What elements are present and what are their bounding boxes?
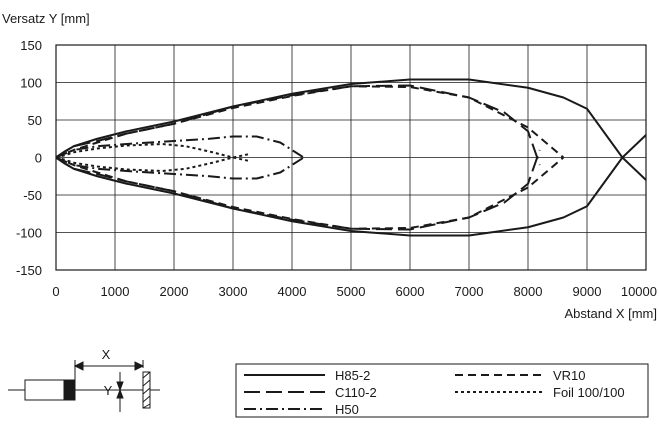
y-tick-label: 100: [20, 76, 42, 91]
y-tick-label: -50: [23, 188, 42, 203]
x-tick-label: 8000: [514, 284, 543, 299]
series-line-c110-2-lower: [55, 149, 541, 231]
diagram-y-label: Y: [104, 383, 113, 398]
x-tick-label: 5000: [337, 284, 366, 299]
legend-label: Foil 100/100: [553, 385, 625, 400]
x-arrow-right: [134, 361, 145, 371]
y-tick-label: -100: [16, 226, 42, 241]
x-arrow-left: [73, 361, 84, 371]
y-arrow-down: [116, 388, 124, 399]
legend-label: H50: [335, 402, 359, 417]
series-line-h85-2-upper: [55, 78, 647, 181]
diagram-x-label: X: [102, 347, 111, 362]
grid: [55, 44, 647, 271]
legend-label: H85-2: [335, 368, 370, 383]
x-tick-label: 0: [52, 284, 59, 299]
x-tick-label: 3000: [219, 284, 248, 299]
y-arrow-up: [116, 381, 124, 392]
legend: H85-2 C110-2 H50 VR10 Foil 100/100: [235, 363, 649, 418]
sensor-lens: [63, 379, 76, 401]
series-line-foil-100-100-upper: [55, 143, 251, 163]
x-tick-label: 2000: [160, 284, 189, 299]
x-tick-label: 4000: [278, 284, 307, 299]
y-tick-label: -150: [16, 263, 42, 278]
series-line-h85-2-lower: [55, 134, 647, 237]
series-line-foil-100-100-lower: [55, 152, 251, 172]
reflector-hatch: [142, 371, 151, 409]
series-line-vr10-upper: [55, 85, 565, 159]
y-tick-label: 50: [28, 113, 42, 128]
x-tick-label: 9000: [573, 284, 602, 299]
series-line-c110-2-upper: [55, 84, 541, 166]
legend-label: VR10: [553, 368, 586, 383]
series-lines: [55, 78, 647, 237]
x-tick-label: 1000: [101, 284, 130, 299]
x-tick-label: 7000: [455, 284, 484, 299]
legend-label: C110-2: [335, 385, 377, 400]
x-tick-label: 10000: [621, 284, 657, 299]
setup-diagram: [8, 360, 160, 412]
x-axis-label: Abstand X [mm]: [565, 306, 657, 321]
y-tick-label: 150: [20, 38, 42, 53]
y-tick-labels: 150 100 50 0 -50 -100 -150: [16, 38, 42, 278]
x-tick-labels: 0 1000 2000 3000 4000 5000 6000 7000 8000 9000 100…: [52, 284, 657, 299]
y-tick-label: 0: [35, 151, 42, 166]
x-tick-label: 6000: [396, 284, 425, 299]
series-line-vr10-lower: [55, 156, 565, 230]
y-axis-label: Versatz Y [mm]: [2, 11, 90, 26]
